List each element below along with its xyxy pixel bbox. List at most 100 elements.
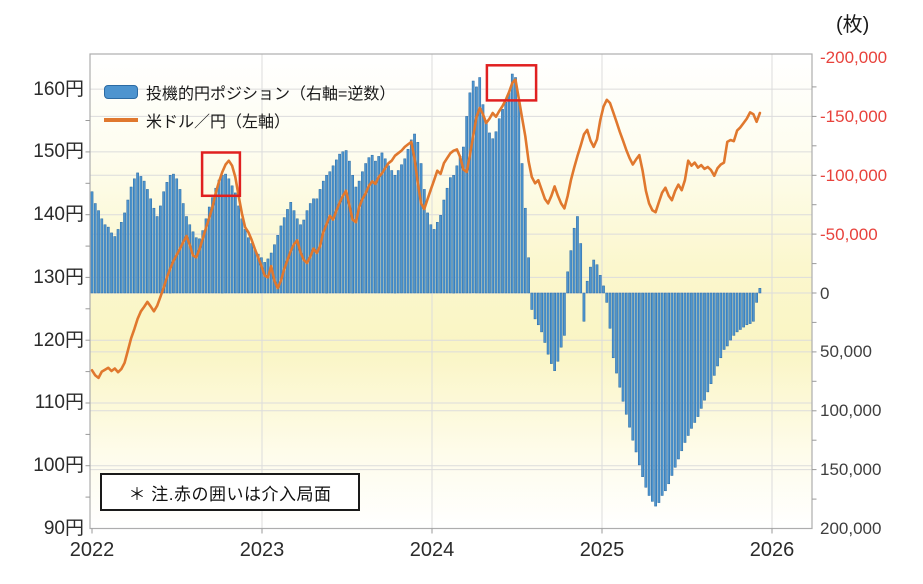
yen-position-bar <box>341 151 345 294</box>
yen-position-bar <box>331 165 335 294</box>
yen-position-bar <box>709 292 713 384</box>
yen-position-bar <box>185 216 188 294</box>
yen-position-bar <box>344 150 348 294</box>
yen-position-bar <box>605 292 609 303</box>
yen-position-bar <box>286 209 289 294</box>
yen-position-bar <box>729 292 732 341</box>
yen-position-bar <box>530 292 534 310</box>
left-axis-label: 100円 <box>33 455 84 476</box>
yen-position-bar <box>106 226 110 294</box>
yen-position-bar <box>181 203 185 294</box>
yen-position-bar <box>435 222 439 294</box>
bar-series-swatch-icon <box>104 85 138 99</box>
yen-position-bar <box>253 249 257 294</box>
yen-position-bar <box>97 210 100 294</box>
yen-position-bar <box>361 171 364 294</box>
yen-position-bar <box>374 160 377 294</box>
yen-position-bar <box>693 292 697 423</box>
yen-position-bar <box>406 149 410 294</box>
yen-position-bar <box>634 292 638 453</box>
yen-position-bar <box>523 207 527 294</box>
intervention-note-text: ＊ 注.赤の囲いは介入局面 <box>128 484 332 504</box>
yen-position-bar <box>146 189 149 294</box>
x-axis-label: 2022 <box>69 539 115 561</box>
left-axis-label: 120円 <box>33 330 84 351</box>
yen-position-bar <box>690 292 693 429</box>
yen-position-bar <box>677 292 680 460</box>
yen-position-bar <box>572 227 576 294</box>
right-axis-unit-label: (枚) <box>836 14 870 36</box>
yen-position-bar <box>735 292 739 333</box>
yen-position-bar <box>563 292 566 336</box>
yen-position-bar <box>422 189 426 294</box>
yen-position-bar <box>550 292 553 364</box>
yen-position-bar <box>481 104 485 294</box>
yen-position-bar <box>501 109 504 294</box>
yen-position-bar <box>308 203 312 294</box>
yen-position-bar <box>608 292 612 329</box>
yen-position-bar <box>162 191 166 294</box>
yen-position-bar <box>338 153 341 294</box>
yen-position-bar <box>224 173 227 294</box>
yen-position-bar <box>247 237 250 294</box>
right-axis-label: 50,000 <box>820 342 872 361</box>
yen-position-bar <box>325 175 328 294</box>
yen-position-bar <box>758 288 762 294</box>
yen-position-bar <box>465 116 469 294</box>
right-axis-label: -100,000 <box>820 166 888 185</box>
yen-position-bar <box>556 292 560 362</box>
yen-position-bar <box>396 170 400 294</box>
right-axis-label: 0 <box>820 284 830 303</box>
yen-position-bar <box>110 232 113 294</box>
yen-position-bar <box>142 180 146 294</box>
yen-position-bar <box>367 157 371 294</box>
yen-position-bar <box>520 163 524 294</box>
legend-item-usdjpy: 米ドル／円（左軸） <box>104 106 395 134</box>
yen-position-bar <box>240 218 244 294</box>
yen-position-bar <box>686 292 690 436</box>
yen-position-bar <box>178 189 182 294</box>
left-axis-label: 130円 <box>33 267 84 288</box>
yen-position-bar <box>220 175 224 294</box>
yen-position-bar <box>393 175 397 294</box>
yen-position-bar <box>712 292 716 376</box>
yen-position-bar <box>357 180 361 294</box>
yen-position-bar <box>475 86 478 294</box>
yen-position-bar <box>129 186 133 294</box>
yen-position-bar <box>260 257 263 294</box>
yen-position-bar <box>409 139 413 294</box>
yen-position-bar <box>243 229 247 294</box>
yen-position-bar <box>214 187 218 294</box>
yen-position-bar <box>237 205 240 294</box>
yen-position-bar <box>569 250 573 294</box>
yen-position-bar <box>93 203 97 294</box>
yen-position-bar <box>468 92 472 294</box>
yen-position-bar <box>191 231 195 294</box>
yen-position-bar <box>540 292 543 333</box>
yen-position-bar <box>113 236 117 294</box>
x-axis-label: 2024 <box>409 539 455 561</box>
yen-position-bar <box>664 292 667 492</box>
yen-position-bar <box>276 235 280 294</box>
line-series-swatch-icon <box>104 118 138 122</box>
yen-position-bar <box>194 237 198 294</box>
yen-position-bar <box>667 292 671 485</box>
right-axis-label: -200,000 <box>820 48 888 67</box>
yen-position-bar <box>211 197 214 294</box>
left-axis-label: 160円 <box>33 79 84 100</box>
yen-position-bar <box>670 292 674 476</box>
yen-position-bar <box>116 229 120 294</box>
yen-position-bar <box>351 175 354 294</box>
yen-position-bar <box>644 292 648 488</box>
yen-position-bar <box>263 262 267 294</box>
yen-position-bar <box>589 266 592 294</box>
x-axis-label: 2023 <box>239 539 285 561</box>
right-axis-label: 100,000 <box>820 401 882 420</box>
usdjpy-line <box>90 78 762 380</box>
yen-position-bar <box>504 101 508 294</box>
intervention-box <box>200 151 242 198</box>
yen-position-bar <box>585 280 589 294</box>
x-axis-label: 2026 <box>749 539 795 561</box>
yen-position-bar <box>377 156 381 294</box>
yen-position-bar <box>227 178 231 294</box>
